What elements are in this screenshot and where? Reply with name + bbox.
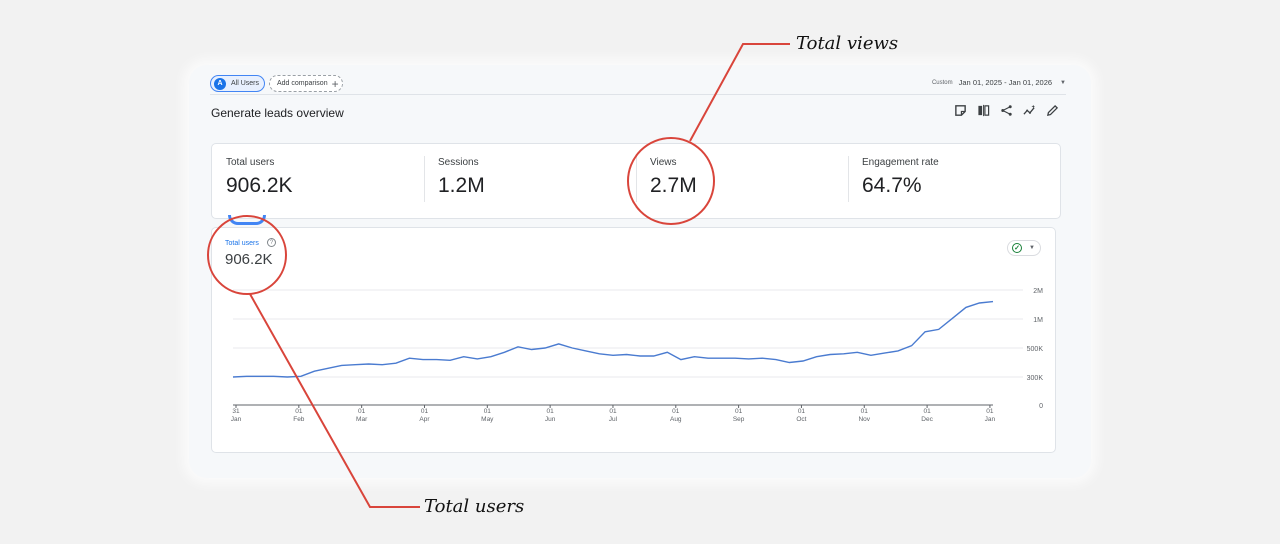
compare-columns-icon[interactable] xyxy=(976,103,990,117)
add-comparison-label: Add comparison xyxy=(277,80,328,87)
kpi-label: Views xyxy=(650,157,677,168)
x-tick-label: 01 xyxy=(735,408,743,415)
x-tick-label: 01 xyxy=(986,408,994,415)
segment-avatar: A xyxy=(214,77,226,90)
x-tick-label: Oct xyxy=(796,416,806,423)
trend-chart-card xyxy=(211,227,1056,453)
insights-icon[interactable] xyxy=(1022,103,1036,117)
caret-down-icon: ▼ xyxy=(1060,79,1066,86)
annotation-label-total-views: Total views xyxy=(796,33,899,54)
share-icon[interactable] xyxy=(999,103,1013,117)
page-title: Generate leads overview xyxy=(211,106,344,120)
caret-down-icon: ▼ xyxy=(1029,245,1035,251)
kpi-label: Sessions xyxy=(438,157,479,168)
x-tick-label: Nov xyxy=(858,416,870,423)
kpi-label: Engagement rate xyxy=(862,157,939,168)
note-icon[interactable] xyxy=(953,103,967,117)
x-tick-label: Mar xyxy=(356,416,368,423)
y-tick-label: 300K xyxy=(1027,375,1044,382)
y-tick-label: 2M xyxy=(1033,288,1043,295)
kpi-value: 64.7% xyxy=(862,174,922,197)
y-tick-label: 0 xyxy=(1039,403,1043,410)
kpi-engagement-rate[interactable]: Engagement rate 64.7% xyxy=(848,144,1060,218)
kpi-label: Total users xyxy=(226,157,275,168)
x-tick-label: 01 xyxy=(547,408,555,415)
x-tick-label: 31 xyxy=(232,408,240,415)
kpi-value: 906.2K xyxy=(226,174,293,197)
date-range-mode: Custom xyxy=(931,79,953,86)
annotation-views xyxy=(627,43,790,225)
report-header-bar: A All Users Add comparison + Custom Jan … xyxy=(210,74,1066,94)
kpi-total-users[interactable]: Total users 906.2K xyxy=(212,144,424,218)
y-tick-label: 1M xyxy=(1033,317,1043,324)
x-tick-label: 01 xyxy=(672,408,680,415)
segment-chip-all-users[interactable]: A All Users xyxy=(210,75,265,92)
kpi-value: 1.2M xyxy=(438,174,485,197)
x-tick-label: 01 xyxy=(923,408,931,415)
plus-icon: + xyxy=(331,76,339,91)
header-divider xyxy=(210,94,1066,95)
x-tick-label: Jul xyxy=(609,416,618,423)
annotation-label-total-users: Total users xyxy=(424,496,525,517)
annotation-users xyxy=(207,215,420,508)
x-tick-label: 01 xyxy=(358,408,366,415)
kpi-sessions[interactable]: Sessions 1.2M xyxy=(424,144,636,218)
x-tick-label: Sep xyxy=(733,416,745,423)
x-tick-label: Aug xyxy=(670,416,682,423)
x-tick-label: May xyxy=(481,416,494,423)
chart-metric-value: 906.2K xyxy=(225,251,273,268)
y-tick-label: 500K xyxy=(1027,346,1044,353)
check-circle-icon: ✓ xyxy=(1012,243,1022,253)
add-comparison-button[interactable]: Add comparison + xyxy=(269,75,343,92)
kpi-value: 2.7M xyxy=(650,174,697,197)
report-toolbar xyxy=(953,103,1059,117)
x-tick-label: 01 xyxy=(861,408,869,415)
x-tick-label: Feb xyxy=(293,416,305,423)
x-tick-label: Jun xyxy=(545,416,556,423)
chart-metric-label[interactable]: Total users xyxy=(225,240,259,247)
x-tick-label: Jan xyxy=(231,416,242,423)
edit-icon[interactable] xyxy=(1045,103,1059,117)
date-range-picker[interactable]: Custom Jan 01, 2025 - Jan 01, 2026 ▼ xyxy=(932,78,1066,87)
x-tick-label: Jan xyxy=(985,416,996,423)
segment-label: All Users xyxy=(231,80,260,87)
series-line-total-users[interactable] xyxy=(232,300,994,378)
help-icon[interactable]: ? xyxy=(267,238,276,247)
x-tick-label: 01 xyxy=(484,408,492,415)
kpi-views[interactable]: Views 2.7M xyxy=(636,144,848,218)
x-tick-label: 01 xyxy=(421,408,429,415)
chart-comparison-toggle[interactable]: ✓ ▼ xyxy=(1007,240,1041,256)
x-tick-label: 01 xyxy=(295,408,303,415)
line-chart: 2M1M500K300K031Jan01Feb01Mar01Apr01May01… xyxy=(231,288,1044,423)
x-tick-label: Dec xyxy=(921,416,933,423)
x-tick-label: Apr xyxy=(419,416,430,423)
x-tick-label: 01 xyxy=(609,408,617,415)
date-range-value: Jan 01, 2025 - Jan 01, 2026 xyxy=(958,78,1053,87)
x-tick-label: 01 xyxy=(798,408,806,415)
